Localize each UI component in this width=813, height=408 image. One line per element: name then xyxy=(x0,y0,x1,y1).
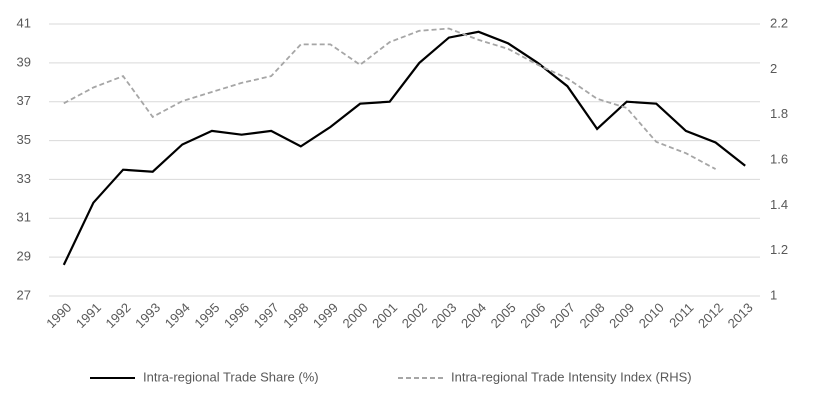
y-tick-label: 29 xyxy=(17,249,31,264)
x-tick-label: 2005 xyxy=(488,300,519,331)
x-tick-label: 1997 xyxy=(251,300,282,331)
y2-tick-label: 2 xyxy=(770,61,777,76)
x-tick-label: 1995 xyxy=(191,300,222,331)
legend-label: Intra-regional Trade Share (%) xyxy=(143,369,319,384)
x-tick-label: 2006 xyxy=(517,300,548,331)
y-tick-label: 39 xyxy=(17,54,31,69)
series-line xyxy=(63,27,717,170)
x-tick-label: 2010 xyxy=(636,300,667,331)
y2-tick-label: 1 xyxy=(770,287,777,302)
x-tick-label: 1998 xyxy=(280,300,311,331)
y2-tick-label: 1.4 xyxy=(770,197,788,212)
x-tick-label: 1996 xyxy=(221,300,252,331)
x-tick-label: 2009 xyxy=(606,300,637,331)
x-tick-label: 2011 xyxy=(666,300,696,330)
y-tick-label: 33 xyxy=(17,171,31,186)
y2-tick-label: 1.6 xyxy=(770,151,788,166)
x-tick-label: 1993 xyxy=(132,300,163,331)
x-tick-label: 1990 xyxy=(43,300,74,331)
x-tick-label: 2001 xyxy=(369,300,400,331)
y2-tick-label: 1.2 xyxy=(770,242,788,257)
x-tick-label: 1992 xyxy=(103,300,134,331)
x-tick-label: 2002 xyxy=(399,300,430,331)
series-line xyxy=(62,30,746,266)
x-tick-label: 2013 xyxy=(725,300,756,331)
legend-label: Intra-regional Trade Intensity Index (RH… xyxy=(451,369,692,384)
y-tick-label: 31 xyxy=(17,210,31,225)
x-tick-label: 1999 xyxy=(310,300,341,331)
x-tick-label: 2003 xyxy=(428,300,459,331)
y-tick-label: 37 xyxy=(17,93,31,108)
x-tick-label: 1991 xyxy=(73,300,104,331)
x-tick-label: 2012 xyxy=(695,300,726,331)
y2-tick-label: 2.2 xyxy=(770,15,788,30)
x-tick-label: 2004 xyxy=(458,300,489,331)
x-tick-label: 2007 xyxy=(547,300,578,331)
y-tick-label: 35 xyxy=(17,132,31,147)
x-tick-label: 2000 xyxy=(340,300,371,331)
y-tick-label: 27 xyxy=(17,287,31,302)
y2-tick-label: 1.8 xyxy=(770,106,788,121)
x-tick-label: 2008 xyxy=(577,300,608,331)
y-tick-label: 41 xyxy=(17,15,31,30)
x-tick-label: 1994 xyxy=(162,300,193,331)
